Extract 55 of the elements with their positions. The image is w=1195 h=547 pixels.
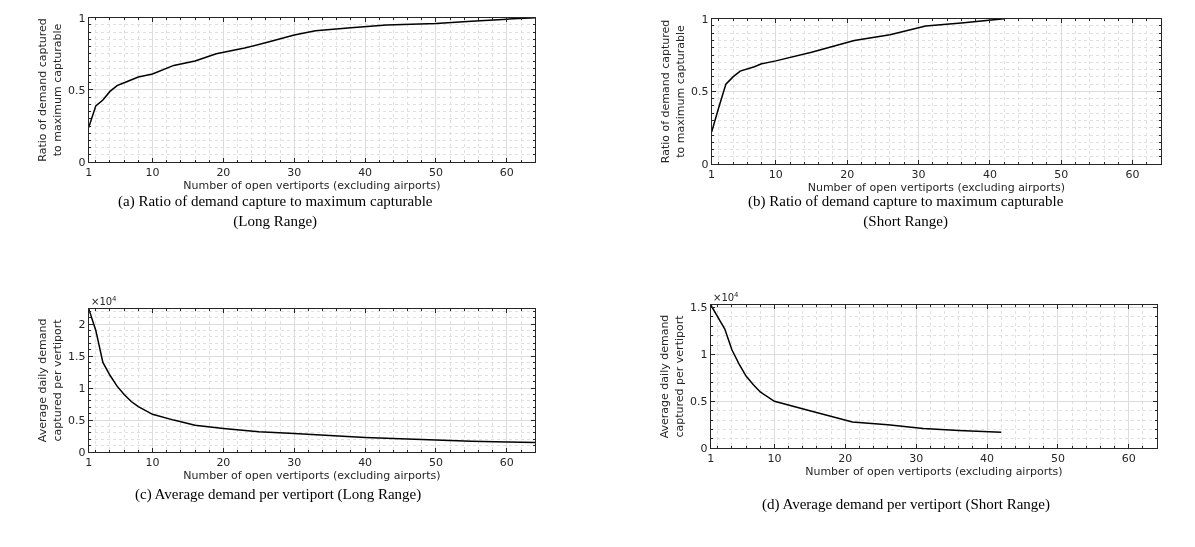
y-axis-title: Ratio of demand captured to maximum capturable (659, 19, 687, 164)
text: (d) Average demand per vertiport (Short Range) (762, 496, 1050, 513)
y-tick-label: 1.5 (68, 349, 86, 363)
y-tick-label: 1 (78, 11, 86, 25)
x-tick-label: 60 (499, 456, 514, 470)
y-axis-title: Ratio of demand captured to maximum capturable (36, 18, 64, 162)
x-tick-label: 10 (767, 452, 782, 466)
text: (b) Ratio of demand capture to maximum capturable (Short Range) (748, 193, 1064, 230)
y-axis-title: Average daily demand captured per vertiport (36, 318, 64, 443)
text: ×10$^{4}$ (713, 291, 740, 304)
x-axis-title: Number of open vertiports (excluding airports) (807, 181, 1066, 195)
x-tick-label: 10 (768, 168, 783, 182)
x-tick-label: 40 (982, 168, 997, 182)
y-tick-label: 1 (701, 12, 709, 26)
x-tick-label: 60 (1121, 452, 1136, 466)
x-tick-label: 30 (287, 456, 302, 470)
x-tick-label: 40 (358, 456, 373, 470)
y-tick-label: 0.5 (68, 83, 86, 97)
y-tick-label: 0 (701, 158, 709, 171)
y-tick-label: 1.5 (689, 301, 708, 315)
x-tick-label: 20 (840, 168, 855, 182)
x-tick-label: 10 (145, 456, 160, 470)
y-axis-title: Average daily demand captured per vertiport (658, 314, 686, 439)
y-tick-label: 0.5 (689, 395, 708, 409)
y-tick-label: 0 (700, 442, 708, 456)
y-tick-label: 1 (78, 381, 86, 395)
x-tick-label: 60 (499, 166, 514, 180)
x-axis-title: Number of open vertiports (excluding airports) (183, 469, 441, 483)
x-tick-label: 30 (911, 168, 926, 182)
line-series (710, 304, 1002, 434)
x-tick-label: 10 (145, 166, 160, 180)
line-series (711, 18, 1005, 133)
x-tick-label: 40 (980, 452, 995, 466)
x-tick-label: 50 (1054, 168, 1069, 182)
x-tick-label: 20 (838, 452, 853, 466)
x-tick-label: 50 (429, 456, 443, 470)
x-tick-label: 30 (909, 452, 924, 466)
text: (c) Average demand per vertiport (Long Range) (135, 486, 422, 503)
y-tick-label: 2 (78, 317, 86, 331)
y-tick-label: 0 (78, 445, 86, 459)
text: (a) Ratio of demand capture to maximum capturable (Long Range) (118, 193, 433, 230)
x-axis-title: Number of open vertiports (excluding airports) (805, 465, 1063, 479)
x-tick-label: 30 (287, 166, 302, 180)
x-tick-label: 20 (216, 166, 231, 180)
y-tick-label: 0.5 (690, 85, 709, 99)
y-tick-label: 0.5 (68, 413, 86, 427)
x-tick-label: 20 (216, 456, 231, 470)
x-tick-label: 40 (358, 166, 373, 180)
x-tick-label: 50 (429, 166, 443, 180)
text: ×10$^{4}$ (91, 295, 118, 308)
x-tick-label: 60 (1125, 168, 1140, 182)
y-tick-label: 1 (700, 348, 708, 362)
x-tick-label: 50 (1050, 452, 1065, 466)
y-tick-label: 0 (78, 156, 86, 170)
x-axis-title: Number of open vertiports (excluding airports) (183, 179, 441, 193)
